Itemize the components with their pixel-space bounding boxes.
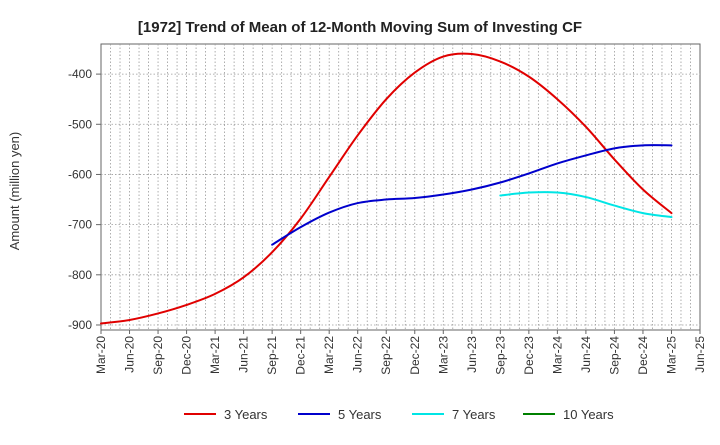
y-tick-label: -700: [68, 218, 92, 232]
legend-label-7-years: 7 Years: [452, 407, 496, 422]
x-tick-label: Sep-23: [493, 336, 507, 375]
x-tick-label: Mar-20: [94, 336, 108, 374]
grid-lines: [101, 44, 700, 330]
x-tick-label: Dec-23: [522, 336, 536, 375]
x-tick-label: Sep-20: [151, 336, 165, 375]
y-axis-label: Amount (million yen): [7, 132, 22, 251]
plot-area: [100, 43, 701, 331]
series-line-3-years: [100, 52, 673, 325]
y-tick-label: -500: [68, 117, 92, 131]
series-lines: [100, 52, 673, 325]
x-tick-label: Jun-22: [351, 336, 365, 373]
y-tick-label: -600: [68, 167, 92, 181]
legend-label-5-years: 5 Years: [338, 407, 382, 422]
x-tick-label: Mar-25: [664, 336, 678, 374]
x-tick-label: Mar-24: [550, 336, 564, 374]
x-tick-label: Dec-24: [636, 336, 650, 375]
series-line-7-years: [499, 191, 673, 219]
x-tick-label: Dec-22: [408, 336, 422, 375]
y-axis: -400 -500 -600 -700 -800 -900: [68, 67, 101, 332]
y-tick-label: -900: [68, 318, 92, 332]
legend-label-10-years: 10 Years: [563, 407, 614, 422]
x-tick-label: Mar-21: [208, 336, 222, 374]
x-tick-label: Sep-24: [607, 336, 621, 375]
legend: 3 Years 5 Years 7 Years 10 Years: [184, 407, 614, 422]
x-tick-label: Dec-21: [294, 336, 308, 375]
y-tick-label: -800: [68, 268, 92, 282]
legend-label-3-years: 3 Years: [224, 407, 268, 422]
x-tick-label: Mar-22: [322, 336, 336, 374]
x-tick-label: Jun-20: [123, 336, 137, 373]
x-axis: Mar-20 Jun-20 Sep-20 Dec-20 Mar-21 Jun-21 Sep-…: [94, 330, 707, 375]
x-tick-label: Jun-21: [237, 336, 251, 373]
x-tick-label: Sep-21: [265, 336, 279, 375]
chart-title: [1972] Trend of Mean of 12-Month Moving …: [138, 19, 582, 36]
series-line-5-years: [271, 144, 673, 246]
x-tick-label: Jun-25: [693, 336, 707, 373]
x-tick-label: Jun-23: [465, 336, 479, 373]
x-tick-label: Sep-22: [379, 336, 393, 375]
y-tick-label: -400: [68, 67, 92, 81]
x-tick-label: Mar-23: [436, 336, 450, 374]
x-tick-label: Dec-20: [180, 336, 194, 375]
x-tick-label: Jun-24: [579, 336, 593, 373]
